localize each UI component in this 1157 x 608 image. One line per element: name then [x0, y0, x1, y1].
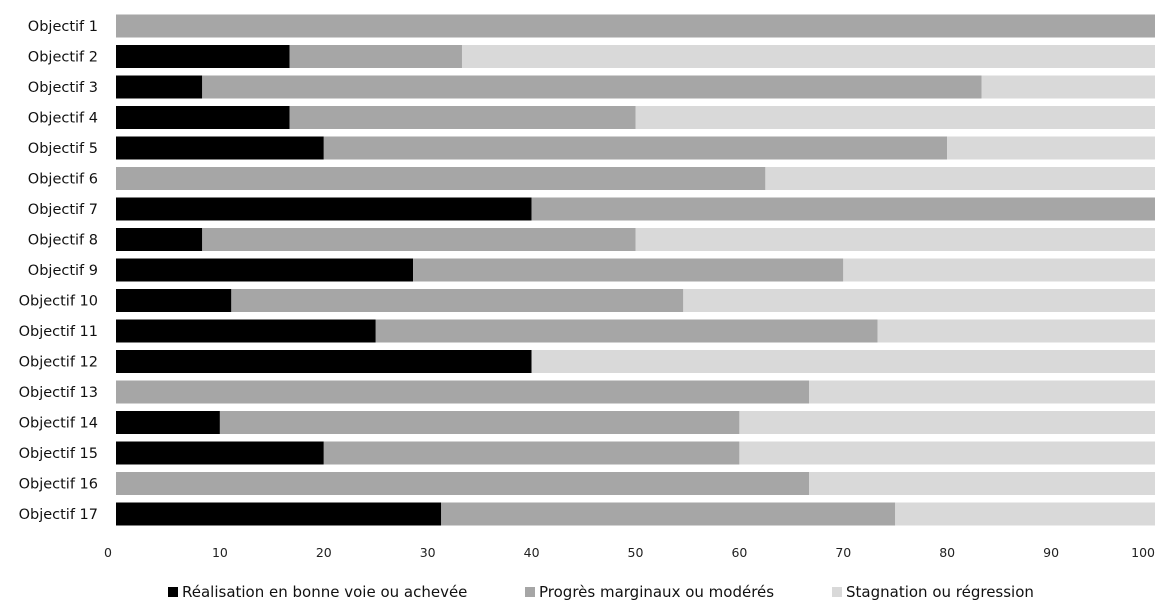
bar-segment-objectif-17-realisation-en-bonne-voie-ou-achevee — [116, 503, 441, 526]
bar-segment-objectif-14-progres-marginaux-ou-moderes — [220, 411, 740, 434]
legend-label-realisation-en-bonne-voie-ou-achevee: Réalisation en bonne voie ou achevée — [182, 583, 467, 601]
category-label-objectif-14: Objectif 14 — [19, 416, 98, 432]
legend: Réalisation en bonne voie ou achevée Prog… — [168, 583, 1034, 601]
category-label-objectif-1: Objectif 1 — [28, 19, 98, 35]
bar-segment-objectif-7-progres-marginaux-ou-moderes — [532, 198, 1155, 221]
bar-segment-objectif-14-realisation-en-bonne-voie-ou-achevee — [116, 411, 220, 434]
x-tick-label-70: 70 — [835, 545, 851, 560]
legend-swatch-progres-marginaux-ou-moderes — [525, 587, 535, 597]
bar-segment-objectif-9-realisation-en-bonne-voie-ou-achevee — [116, 259, 413, 282]
legend-label-stagnation-ou-regression: Stagnation ou régression — [846, 583, 1034, 601]
bar-segment-objectif-1-progres-marginaux-ou-moderes — [116, 15, 1155, 38]
bar-segment-objectif-2-realisation-en-bonne-voie-ou-achevee — [116, 45, 290, 68]
x-tick-label-20: 20 — [316, 545, 332, 560]
bar-segment-objectif-10-stagnation-ou-regression — [683, 289, 1155, 312]
bar-segment-objectif-7-realisation-en-bonne-voie-ou-achevee — [116, 198, 532, 221]
category-label-objectif-9: Objectif 9 — [28, 263, 98, 279]
legend-swatch-stagnation-ou-regression — [832, 587, 842, 597]
bar-segment-objectif-15-stagnation-ou-regression — [739, 442, 1155, 465]
bar-segment-objectif-5-stagnation-ou-regression — [947, 137, 1155, 160]
category-label-objectif-4: Objectif 4 — [28, 111, 98, 127]
bar-segment-objectif-10-realisation-en-bonne-voie-ou-achevee — [116, 289, 231, 312]
bar-segment-objectif-5-realisation-en-bonne-voie-ou-achevee — [116, 137, 324, 160]
category-label-objectif-5: Objectif 5 — [28, 141, 98, 157]
category-label-objectif-10: Objectif 10 — [19, 294, 98, 310]
bar-segment-objectif-11-progres-marginaux-ou-moderes — [376, 320, 878, 343]
x-tick-label-10: 10 — [212, 545, 228, 560]
bar-segment-objectif-13-progres-marginaux-ou-moderes — [116, 381, 809, 404]
bar-segment-objectif-15-realisation-en-bonne-voie-ou-achevee — [116, 442, 324, 465]
category-label-objectif-3: Objectif 3 — [28, 80, 98, 96]
x-tick-label-40: 40 — [524, 545, 540, 560]
bar-segment-objectif-8-progres-marginaux-ou-moderes — [202, 228, 635, 251]
bar-segment-objectif-3-stagnation-ou-regression — [981, 76, 1155, 99]
bar-segment-objectif-13-stagnation-ou-regression — [809, 381, 1155, 404]
bar-segment-objectif-9-progres-marginaux-ou-moderes — [413, 259, 843, 282]
category-label-objectif-2: Objectif 2 — [28, 50, 98, 66]
bar-segment-objectif-2-stagnation-ou-regression — [462, 45, 1155, 68]
category-label-objectif-11: Objectif 11 — [19, 324, 98, 340]
bar-segment-objectif-4-realisation-en-bonne-voie-ou-achevee — [116, 106, 290, 129]
bar-segment-objectif-3-progres-marginaux-ou-moderes — [202, 76, 981, 99]
bar-segment-objectif-5-progres-marginaux-ou-moderes — [324, 137, 947, 160]
bar-segment-objectif-4-progres-marginaux-ou-moderes — [290, 106, 636, 129]
x-tick-label-100: 100 — [1131, 545, 1155, 560]
category-label-objectif-16: Objectif 16 — [19, 477, 98, 493]
bar-segment-objectif-9-stagnation-ou-regression — [843, 259, 1155, 282]
bar-segment-objectif-16-stagnation-ou-regression — [809, 472, 1155, 495]
x-tick-label-90: 90 — [1043, 545, 1059, 560]
x-tick-label-50: 50 — [628, 545, 644, 560]
bar-segment-objectif-6-progres-marginaux-ou-moderes — [116, 167, 765, 190]
bars-layer — [116, 15, 1155, 526]
bar-segment-objectif-12-stagnation-ou-regression — [532, 350, 1155, 373]
x-tick-label-60: 60 — [731, 545, 747, 560]
category-label-objectif-6: Objectif 6 — [28, 172, 98, 188]
category-label-objectif-13: Objectif 13 — [19, 385, 98, 401]
bar-segment-objectif-2-progres-marginaux-ou-moderes — [290, 45, 462, 68]
x-tick-label-30: 30 — [420, 545, 436, 560]
bar-segment-objectif-4-stagnation-ou-regression — [636, 106, 1156, 129]
bar-segment-objectif-15-progres-marginaux-ou-moderes — [324, 442, 740, 465]
legend-swatch-realisation-en-bonne-voie-ou-achevee — [168, 587, 178, 597]
bar-segment-objectif-12-realisation-en-bonne-voie-ou-achevee — [116, 350, 532, 373]
bar-segment-objectif-17-progres-marginaux-ou-moderes — [441, 503, 895, 526]
x-axis-ticks: 0 10 20 30 40 50 60 70 80 90 100 — [104, 545, 1155, 560]
bar-segment-objectif-14-stagnation-ou-regression — [739, 411, 1155, 434]
category-label-objectif-12: Objectif 12 — [19, 355, 98, 371]
bar-segment-objectif-16-progres-marginaux-ou-moderes — [116, 472, 809, 495]
category-labels: Objectif 1 Objectif 2 Objectif 3 Objectif 4… — [19, 19, 98, 523]
bar-segment-objectif-17-stagnation-ou-regression — [895, 503, 1155, 526]
bar-segment-objectif-10-progres-marginaux-ou-moderes — [231, 289, 683, 312]
bar-segment-objectif-11-stagnation-ou-regression — [878, 320, 1155, 343]
bar-segment-objectif-3-realisation-en-bonne-voie-ou-achevee — [116, 76, 202, 99]
category-label-objectif-8: Objectif 8 — [28, 233, 98, 249]
bar-segment-objectif-8-realisation-en-bonne-voie-ou-achevee — [116, 228, 202, 251]
category-label-objectif-7: Objectif 7 — [28, 202, 98, 218]
category-label-objectif-15: Objectif 15 — [19, 446, 98, 462]
x-tick-label-80: 80 — [939, 545, 955, 560]
bar-segment-objectif-8-stagnation-ou-regression — [636, 228, 1156, 251]
bar-segment-objectif-11-realisation-en-bonne-voie-ou-achevee — [116, 320, 376, 343]
x-tick-label-0: 0 — [104, 545, 112, 560]
legend-label-progres-marginaux-ou-moderes: Progrès marginaux ou modérés — [539, 583, 774, 601]
category-label-objectif-17: Objectif 17 — [19, 507, 98, 523]
bar-segment-objectif-6-stagnation-ou-regression — [765, 167, 1155, 190]
